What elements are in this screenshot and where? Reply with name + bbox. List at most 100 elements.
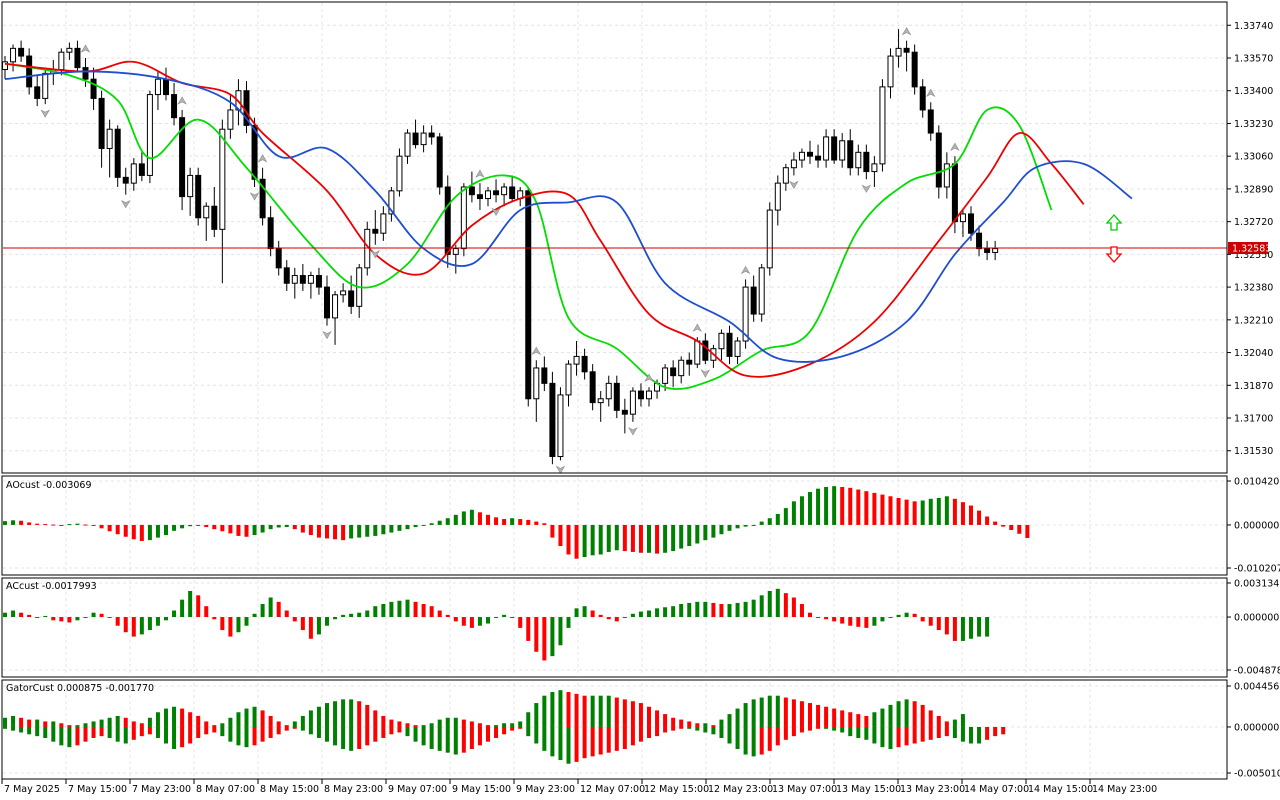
value-tick-label: 0.000000 — [1234, 722, 1279, 733]
histogram-bar — [864, 715, 869, 727]
histogram-bar — [421, 725, 426, 727]
histogram-bar — [655, 524, 660, 554]
histogram-bar — [864, 491, 869, 525]
histogram-bar — [212, 726, 217, 733]
histogram-bar — [590, 726, 595, 757]
candle — [122, 167, 129, 195]
histogram-bar — [687, 721, 692, 727]
histogram-bar — [188, 726, 193, 744]
histogram-bar — [558, 617, 563, 646]
histogram-bar — [244, 524, 249, 537]
histogram-bar — [647, 726, 651, 738]
histogram-bar — [316, 617, 321, 635]
candle — [138, 152, 145, 182]
histogram-bar — [888, 726, 893, 750]
histogram-bar — [357, 726, 362, 750]
histogram-bar — [993, 521, 998, 525]
histogram-bar — [91, 524, 96, 526]
histogram-bar — [920, 704, 925, 727]
histogram-bar — [703, 723, 708, 727]
histogram-bar — [687, 602, 692, 618]
histogram-bar — [405, 524, 410, 530]
candle — [839, 133, 846, 168]
histogram-bar — [687, 524, 692, 547]
histogram-bar — [19, 520, 24, 525]
histogram-bar — [832, 708, 837, 727]
histogram-bar — [252, 524, 257, 536]
histogram-bar — [300, 715, 305, 727]
histogram-bar — [349, 613, 354, 618]
histogram-bar — [759, 726, 764, 755]
candle — [420, 125, 427, 153]
histogram-bar — [824, 617, 829, 620]
histogram-bar — [365, 726, 370, 746]
histogram-bar — [791, 699, 796, 727]
fractal-up-icon — [475, 169, 485, 178]
histogram-bar — [550, 726, 555, 757]
histogram-bar — [3, 717, 7, 727]
price-tick-label: 1.33740 — [1234, 21, 1273, 32]
histogram-bar — [526, 712, 531, 727]
histogram-bar — [542, 617, 547, 661]
histogram-bar — [952, 498, 957, 525]
histogram-bar — [115, 617, 120, 626]
candle — [734, 337, 741, 365]
candle — [992, 240, 999, 261]
histogram-bar — [51, 726, 56, 742]
candle — [943, 152, 950, 199]
ac-panel[interactable]: ACcust -0.0017993 0.0031348 0.0000000 -0.0… — [1, 577, 1280, 678]
histogram-bar — [679, 719, 684, 727]
histogram-bar — [308, 710, 313, 727]
histogram-bar — [606, 695, 611, 727]
price-axis[interactable]: 1.33740 1.33570 1.33400 1.33230 1.33060 1.328… — [1227, 21, 1273, 457]
time-axis[interactable]: 7 May 2025 7 May 15:00 7 May 23:00 8 May 07… — [1, 779, 1157, 795]
candle — [452, 244, 459, 274]
histogram-bar — [848, 712, 853, 727]
histogram-bar — [139, 726, 144, 737]
histogram-bar — [292, 721, 297, 727]
histogram-bar — [832, 486, 837, 525]
histogram-bar — [180, 708, 185, 727]
ao-panel[interactable]: AOcust -0.003069 0.010420 0.000000 -0.0102… — [1, 475, 1280, 576]
histogram-bar — [598, 524, 603, 555]
histogram-bar — [502, 726, 507, 735]
histogram-bar — [598, 695, 603, 727]
candle — [82, 57, 89, 87]
histogram-bar — [429, 723, 434, 727]
histogram-bar — [349, 726, 354, 751]
histogram-bar — [647, 706, 651, 727]
histogram-bar — [59, 726, 64, 746]
candle — [291, 267, 298, 299]
candle — [646, 387, 652, 407]
histogram-bar — [880, 708, 885, 727]
histogram-bar — [928, 726, 933, 740]
candle — [831, 129, 838, 164]
histogram-bar — [679, 604, 684, 618]
price-panel[interactable]: 1.33740 1.33570 1.33400 1.33230 1.33060 1.328… — [1, 1, 1273, 474]
histogram-bar — [574, 608, 579, 618]
histogram-bar — [936, 715, 941, 727]
histogram-bar — [920, 617, 925, 622]
histogram-bar — [131, 726, 136, 740]
histogram-bar — [268, 524, 273, 530]
fractal-down-icon — [789, 180, 799, 190]
histogram-bar — [260, 726, 265, 742]
histogram-bar — [252, 726, 257, 746]
gator-panel[interactable]: GatorCust 0.000875 -0.001770 0.0044560.0… — [1, 679, 1280, 780]
fractal-up-icon — [177, 96, 187, 105]
histogram-bar — [284, 524, 289, 528]
histogram-bar — [880, 494, 885, 525]
histogram-bar — [461, 726, 466, 753]
histogram-bar — [1025, 524, 1030, 539]
candle — [211, 186, 218, 238]
candle — [686, 352, 693, 376]
candle — [581, 348, 588, 380]
histogram-bar — [365, 524, 370, 537]
histogram-bar — [679, 726, 684, 729]
histogram-bar — [180, 599, 185, 618]
price-tick-label: 1.32040 — [1234, 348, 1273, 359]
histogram-bar — [808, 612, 812, 618]
histogram-bar — [494, 725, 499, 727]
histogram-bar — [35, 719, 40, 727]
histogram-bar — [437, 610, 442, 618]
